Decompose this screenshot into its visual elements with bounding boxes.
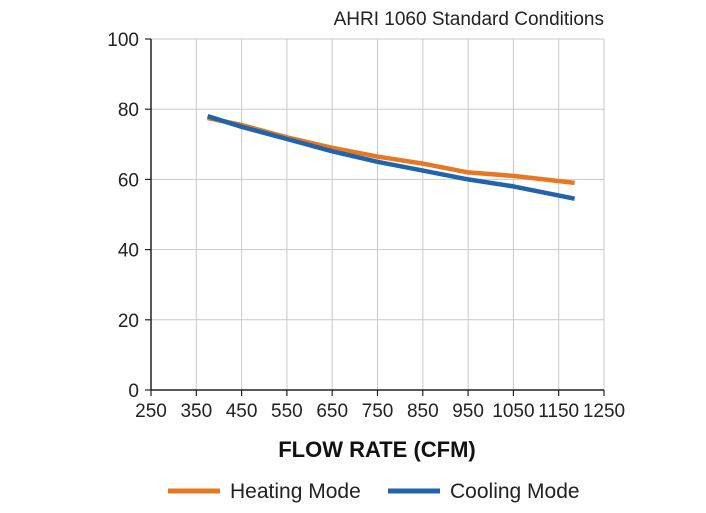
legend-label-heating-mode: Heating Mode xyxy=(230,480,361,503)
x-tick-label: 1050 xyxy=(492,401,534,422)
x-tick-label: 650 xyxy=(316,401,348,422)
x-tick-label: 750 xyxy=(362,401,394,422)
y-tick-labels: 0 20 40 60 80 100 xyxy=(107,30,139,402)
legend-label-cooling-mode: Cooling Mode xyxy=(450,480,580,503)
y-tick-label: 40 xyxy=(118,241,139,262)
x-tick-label: 350 xyxy=(180,401,212,422)
x-tick-label: 250 xyxy=(135,401,167,422)
x-tick-labels: 250 350 450 550 650 750 850 950 1050 1150 1250 xyxy=(135,401,625,422)
y-tick-label: 0 xyxy=(128,381,139,402)
x-tick-label: 850 xyxy=(407,401,439,422)
x-tick-label: 950 xyxy=(452,401,484,422)
y-tick-label: 20 xyxy=(118,311,139,332)
y-tick-label: 80 xyxy=(118,100,139,121)
x-tick-label: 1250 xyxy=(583,401,625,422)
x-tick-label: 550 xyxy=(271,401,303,422)
y-tick-label: 100 xyxy=(107,30,139,51)
y-tick-label: 60 xyxy=(118,170,139,191)
series-line-cooling-mode xyxy=(206,114,576,201)
legend: Heating Mode Cooling Mode xyxy=(168,480,580,503)
x-tick-label: 450 xyxy=(226,401,258,422)
series-line-heating-mode xyxy=(207,115,575,186)
series-lines xyxy=(206,114,576,201)
x-axis-label: FLOW RATE (CFM) xyxy=(278,437,476,462)
axes xyxy=(145,38,605,396)
x-tick-label: 1150 xyxy=(538,401,579,422)
grid xyxy=(151,38,605,390)
chart-subtitle: AHRI 1060 Standard Conditions xyxy=(334,9,604,30)
